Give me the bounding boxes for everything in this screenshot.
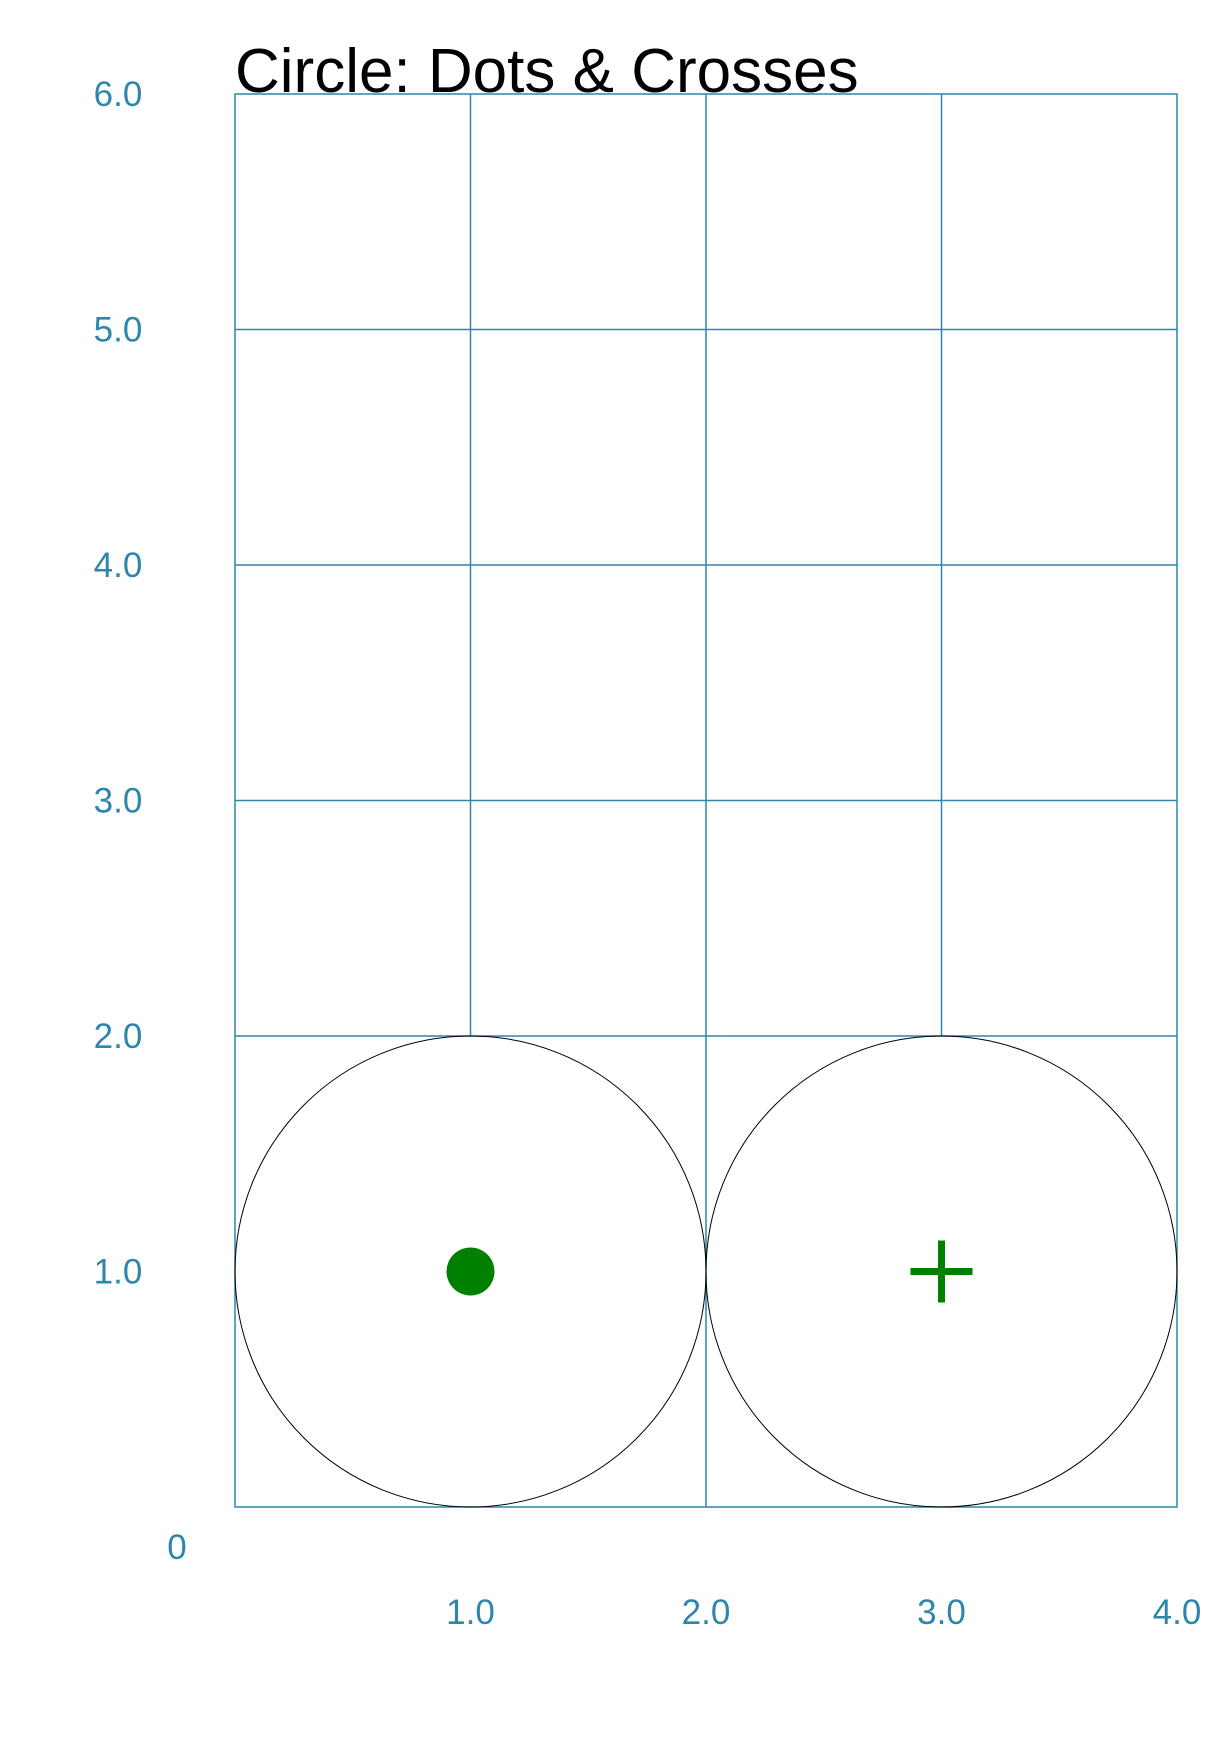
grid (234, 93, 1178, 1508)
y-tick-label: 6.0 (94, 75, 143, 114)
circle-outline-2 (705, 1035, 1178, 1508)
x-tick-label: 4.0 (1153, 1593, 1202, 1632)
y-tick-label: 1.0 (94, 1253, 143, 1292)
x-tick-label: 1.0 (446, 1593, 495, 1632)
origin-label: 0 (167, 1528, 186, 1567)
cross-marker (910, 1240, 973, 1303)
tick-labels: 1.0 2.0 3.0 4.0 1.0 2.0 3.0 4.0 5.0 6.0 0 (94, 75, 1202, 1632)
x-tick-label: 2.0 (682, 1593, 731, 1632)
markers (446, 1240, 973, 1303)
y-tick-label: 2.0 (94, 1017, 143, 1056)
y-tick-label: 5.0 (94, 311, 143, 350)
dot-marker (446, 1247, 495, 1296)
x-tick-label: 3.0 (917, 1593, 966, 1632)
y-tick-label: 3.0 (94, 782, 143, 821)
y-tick-label: 4.0 (94, 546, 143, 585)
chart-title: Circle: Dots & Crosses (235, 37, 859, 106)
circles (234, 1035, 1178, 1508)
